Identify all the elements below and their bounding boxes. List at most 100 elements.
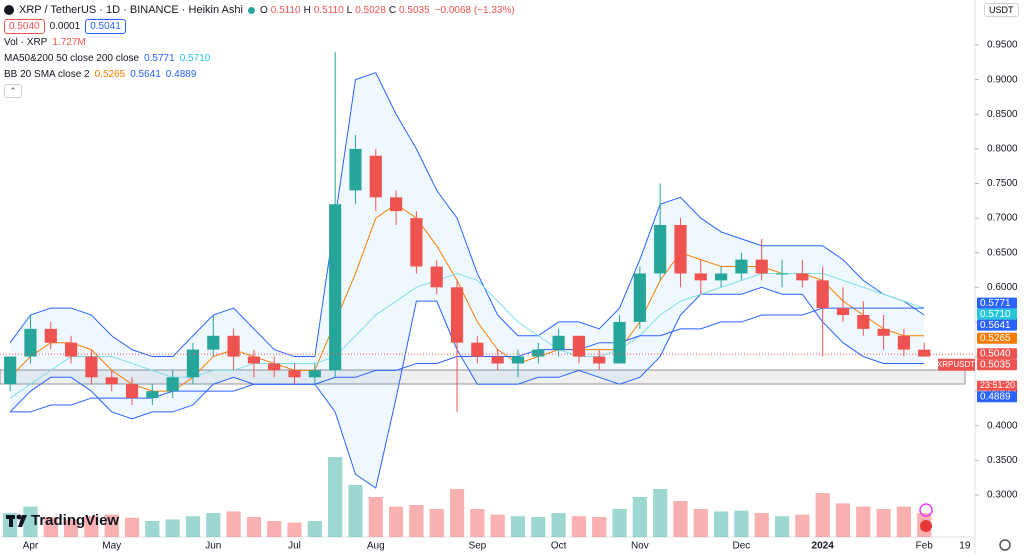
legend-value: 0.5265 <box>94 68 126 80</box>
legend-row[interactable]: MA50&200 50 close 200 close 0.5771 0.5710 <box>4 50 515 66</box>
ohlc-value: 0.5110 <box>313 4 344 16</box>
volume-bar <box>43 517 58 537</box>
candle-body <box>146 391 159 399</box>
candle-body <box>105 377 118 385</box>
candle-body <box>410 218 423 267</box>
ohlc-key: H <box>303 4 311 16</box>
volume-bar <box>63 519 79 537</box>
candle-body <box>369 155 382 198</box>
candle-body <box>796 273 809 281</box>
indicator-line <box>10 307 925 413</box>
flag-icon[interactable] <box>920 520 932 532</box>
candle-body <box>329 204 342 371</box>
price-tag-label: 0.5035 <box>980 359 1011 370</box>
volume-bar <box>551 513 566 537</box>
volume-bar <box>592 517 607 537</box>
candle-body <box>450 287 464 343</box>
volume-bar <box>388 506 404 537</box>
candle-body <box>674 225 687 274</box>
symbol-tag <box>938 358 975 371</box>
volume-bar <box>876 509 891 537</box>
collapse-button[interactable]: ⌃ <box>4 84 22 98</box>
ask[interactable]: 0.5041 <box>85 18 126 34</box>
candle-body <box>207 335 220 350</box>
y-tick-label: 0.6000 <box>987 282 1018 293</box>
candle-body <box>4 356 17 385</box>
y-tick-label: 0.9000 <box>987 74 1018 85</box>
volume-bar <box>348 485 363 537</box>
x-tick-label: Jun <box>205 541 221 552</box>
legend-value: 0.5771 <box>144 52 175 64</box>
candle-body <box>613 321 626 364</box>
candle-body <box>633 273 646 322</box>
candle-body <box>471 342 484 357</box>
candle-body <box>288 370 301 378</box>
legend-name: Vol · XRP <box>4 36 48 48</box>
volume-bar <box>490 514 505 537</box>
volume-bar <box>409 505 424 537</box>
candle-body <box>918 349 931 357</box>
ohlc-key: O <box>259 4 268 16</box>
x-tick-label: Feb <box>916 541 934 552</box>
alert-icon[interactable] <box>919 503 933 517</box>
candle-body <box>491 356 504 364</box>
bid[interactable]: 0.5040 <box>4 18 45 34</box>
candle-body <box>836 308 850 315</box>
candle-body <box>268 363 281 371</box>
candle-body <box>857 315 870 329</box>
x-tick-label: Aug <box>367 541 385 552</box>
volume-bar <box>632 497 647 537</box>
price-tag <box>977 332 1017 344</box>
volume-bar <box>226 511 241 537</box>
candle-body <box>897 335 910 350</box>
candle-body <box>593 356 606 364</box>
legend-name: MA50&200 50 close 200 close <box>4 52 140 64</box>
currency-button[interactable]: USDT <box>984 3 1019 17</box>
volume-bar <box>815 493 830 537</box>
ohlc-key: L <box>346 4 353 16</box>
volume-bar <box>145 521 160 537</box>
volume-bar <box>693 509 708 537</box>
symbol-row: XRP / TetherUS · 1D · BINANCE · Heikin A… <box>4 2 515 18</box>
ohlc-value: 0.5035 <box>399 4 430 16</box>
volume-bar <box>368 497 383 537</box>
legend-row[interactable]: Vol · XRP 1.727M <box>4 34 515 50</box>
x-tick-label: Apr <box>23 541 39 552</box>
market-status <box>247 6 255 14</box>
candle-body <box>24 328 37 357</box>
legend-row[interactable]: BB 20 SMA close 2 0.5265 0.5641 0.4889 <box>4 66 515 82</box>
volume-bar <box>287 522 302 537</box>
bollinger-upper <box>9 72 925 358</box>
volume-bar <box>856 506 871 537</box>
price-tag <box>977 297 1017 309</box>
candle-body <box>227 335 240 357</box>
candle-body <box>85 356 98 378</box>
price-tag-label: 0.5771 <box>980 298 1011 309</box>
x-tick-label: 19 <box>959 541 971 552</box>
y-tick-label: 0.9500 <box>987 40 1018 51</box>
price-tag <box>977 319 1017 331</box>
candle-body <box>511 356 525 364</box>
y-tick-label: 0.6500 <box>987 247 1018 258</box>
symbol-icon <box>4 5 14 15</box>
candle-body <box>654 225 667 274</box>
brand-logo: TradingView <box>6 512 119 529</box>
candle-body <box>65 342 78 357</box>
spread: 0.0001 <box>49 20 81 32</box>
volume-bar <box>653 489 668 537</box>
price-tag-label: 0.5641 <box>980 320 1011 331</box>
y-tick-label: 0.3500 <box>987 455 1018 466</box>
price-tag-label: 0.5265 <box>980 333 1011 344</box>
settings-icon[interactable] <box>999 539 1011 551</box>
y-tick-label: 0.8000 <box>987 143 1018 154</box>
volume-bar <box>165 519 180 537</box>
volume-bar <box>713 511 729 537</box>
volume-bar <box>571 516 587 537</box>
volume-bar <box>774 516 790 537</box>
legend-panel: XRP / TetherUS · 1D · BINANCE · Heikin A… <box>4 2 515 98</box>
volume-bar <box>531 517 546 537</box>
indicator-legend: Vol · XRP 1.727M MA50&200 50 close 200 clo… <box>4 34 515 82</box>
price-tag-label: 0.5710 <box>980 309 1011 320</box>
